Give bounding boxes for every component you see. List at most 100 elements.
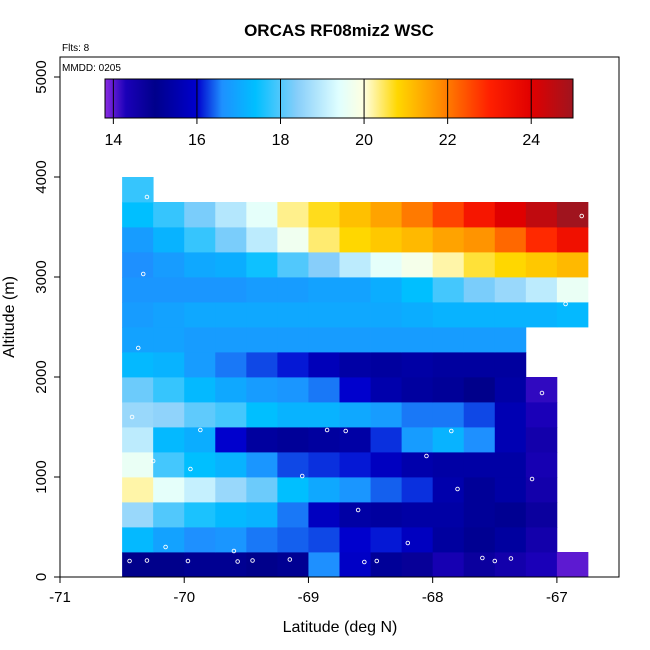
heatmap-cell bbox=[525, 502, 558, 528]
flight-point bbox=[374, 558, 380, 564]
heatmap-cell bbox=[556, 202, 589, 228]
flight-point bbox=[185, 558, 191, 564]
heatmap-cell bbox=[215, 302, 247, 328]
flight-point bbox=[231, 548, 237, 554]
heatmap-cell bbox=[184, 552, 216, 578]
heatmap-cell bbox=[339, 202, 371, 228]
heatmap-cell bbox=[494, 227, 527, 253]
flight-point bbox=[449, 428, 454, 434]
heatmap-cell bbox=[463, 302, 496, 328]
heatmap-cell bbox=[153, 402, 185, 428]
heatmap-cell bbox=[277, 302, 309, 328]
flight-point bbox=[355, 507, 361, 513]
heatmap-cell bbox=[432, 402, 465, 428]
date-annotation: MMDD: 0205 bbox=[62, 63, 121, 74]
colorbar-tick-label: 24 bbox=[522, 132, 540, 149]
heatmap-cell bbox=[525, 227, 558, 253]
heatmap-cell bbox=[401, 327, 434, 353]
heatmap-cell bbox=[246, 402, 278, 428]
heatmap-cell bbox=[432, 552, 465, 578]
heatmap-cell bbox=[153, 552, 185, 578]
heatmap-cell bbox=[494, 252, 527, 278]
heatmap-cell bbox=[277, 277, 309, 303]
heatmap-cell bbox=[463, 227, 496, 253]
heatmap-cell bbox=[184, 377, 216, 403]
heatmap-cell bbox=[556, 277, 589, 303]
heatmap-cell bbox=[432, 527, 465, 553]
heatmap-cell bbox=[246, 327, 278, 353]
heatmap-cell bbox=[432, 227, 465, 253]
heatmap-cell bbox=[525, 377, 558, 403]
heatmap-cell bbox=[184, 277, 216, 303]
heatmap-cell bbox=[308, 327, 340, 353]
heatmap-cell bbox=[370, 552, 403, 578]
y-tick-label: 0 bbox=[33, 573, 50, 581]
heatmap-cell bbox=[401, 502, 434, 528]
heatmap-cell bbox=[277, 502, 309, 528]
heatmap-cell bbox=[401, 277, 434, 303]
heatmap-cell bbox=[432, 327, 465, 353]
x-tick-label: -69 bbox=[298, 589, 320, 606]
heatmap-cell bbox=[463, 452, 496, 478]
heatmap-cell bbox=[277, 427, 309, 453]
heatmap-cell bbox=[525, 202, 558, 228]
x-tick-label: -70 bbox=[173, 589, 195, 606]
heatmap-cell bbox=[246, 227, 278, 253]
x-axis-title: Latitude (deg N) bbox=[283, 619, 398, 636]
heatmap-cell bbox=[215, 352, 247, 378]
heatmap-cell bbox=[494, 452, 527, 478]
heatmap-cell bbox=[308, 377, 340, 403]
heatmap-cell bbox=[246, 202, 278, 228]
flight-point bbox=[299, 473, 305, 479]
heatmap-cell bbox=[432, 252, 465, 278]
heatmap-cell bbox=[184, 327, 216, 353]
heatmap-cell bbox=[339, 427, 371, 453]
colorbar-tick-label: 22 bbox=[439, 132, 457, 149]
heatmap-cell bbox=[401, 477, 434, 503]
heatmap-cell bbox=[153, 227, 185, 253]
heatmap-cell bbox=[184, 502, 216, 528]
heatmap-cell bbox=[308, 552, 340, 578]
heatmap-cell bbox=[432, 377, 465, 403]
heatmap-cell bbox=[308, 352, 340, 378]
flight-point bbox=[188, 466, 193, 472]
colorbar-tick-label: 14 bbox=[104, 132, 122, 149]
heatmap-cell bbox=[308, 477, 340, 503]
y-tick-label: 4000 bbox=[33, 160, 50, 193]
heatmap-cell bbox=[277, 227, 309, 253]
heatmap-cell bbox=[463, 552, 496, 578]
heatmap-cell bbox=[339, 477, 371, 503]
heatmap-cell bbox=[556, 252, 589, 278]
heatmap-cell bbox=[215, 427, 247, 453]
heatmap-cell bbox=[122, 477, 154, 503]
heatmap-cell bbox=[122, 452, 154, 478]
heatmap-cell bbox=[184, 452, 216, 478]
heatmap-cell bbox=[370, 302, 403, 328]
heatmap-cell bbox=[184, 527, 216, 553]
heatmap-cell bbox=[184, 227, 216, 253]
heatmap-cell bbox=[370, 227, 403, 253]
heatmap-cell bbox=[246, 477, 278, 503]
heatmap-cell bbox=[463, 252, 496, 278]
heatmap-cell bbox=[401, 202, 434, 228]
x-axis: -71 -70 -69 -68 -67 bbox=[49, 577, 568, 606]
heatmap-cell bbox=[308, 527, 340, 553]
heatmap-cell bbox=[215, 277, 247, 303]
heatmap-cell bbox=[463, 277, 496, 303]
heatmap-cell bbox=[339, 327, 371, 353]
heatmap-cell bbox=[494, 477, 527, 503]
flight-point bbox=[129, 414, 135, 420]
heatmap-cell bbox=[339, 252, 371, 278]
heatmap-cell bbox=[277, 202, 309, 228]
heatmap-cell bbox=[525, 427, 558, 453]
flight-point bbox=[324, 427, 330, 433]
heatmap-cell bbox=[122, 502, 154, 528]
flight-point bbox=[455, 486, 460, 492]
heatmap-cell bbox=[494, 527, 527, 553]
heatmap-cell bbox=[153, 252, 185, 278]
heatmap-cell bbox=[153, 352, 185, 378]
heatmap-cell bbox=[432, 452, 465, 478]
heatmap-cell bbox=[308, 452, 340, 478]
heatmap-cell bbox=[463, 402, 496, 428]
heatmap-cell bbox=[215, 552, 247, 578]
